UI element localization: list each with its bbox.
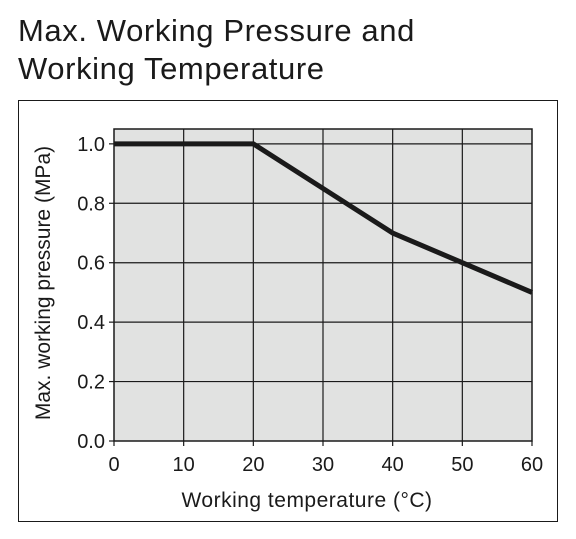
x-tick-label: 40 bbox=[382, 454, 404, 476]
x-tick-label: 10 bbox=[173, 454, 195, 476]
y-tick-label: 0.6 bbox=[77, 253, 105, 275]
x-tick-label: 30 bbox=[312, 454, 334, 476]
x-tick-label: 20 bbox=[242, 454, 264, 476]
series-layer bbox=[114, 141, 533, 295]
chart-title: Max. Working Pressure and Working Temper… bbox=[18, 12, 558, 88]
x-tick-label: 50 bbox=[451, 454, 473, 476]
y-tick-label: 0.8 bbox=[77, 193, 105, 215]
y-tick-label: 0.4 bbox=[77, 312, 105, 334]
y-tick-label: 0.0 bbox=[77, 431, 105, 453]
chart-title-line-1: Max. Working Pressure and bbox=[18, 13, 415, 48]
chart-title-line-2: Working Temperature bbox=[18, 51, 325, 86]
y-axis-label: Max. working pressure (MPa) bbox=[32, 146, 55, 420]
x-tick-label: 60 bbox=[521, 454, 543, 476]
chart-frame bbox=[18, 100, 558, 522]
y-tick-label: 0.2 bbox=[77, 372, 105, 394]
x-tick-label: 0 bbox=[108, 454, 119, 476]
pressure-series-line bbox=[114, 141, 533, 295]
y-tick-labels: 0.0 0.2 0.4 0.6 0.8 1.0 bbox=[77, 134, 105, 453]
x-axis-label: Working temperature (°C) bbox=[181, 489, 432, 512]
y-tick-label: 1.0 bbox=[77, 134, 105, 156]
axis-ticks bbox=[109, 143, 533, 446]
x-tick-labels: 0 10 20 30 40 50 60 bbox=[108, 454, 543, 476]
